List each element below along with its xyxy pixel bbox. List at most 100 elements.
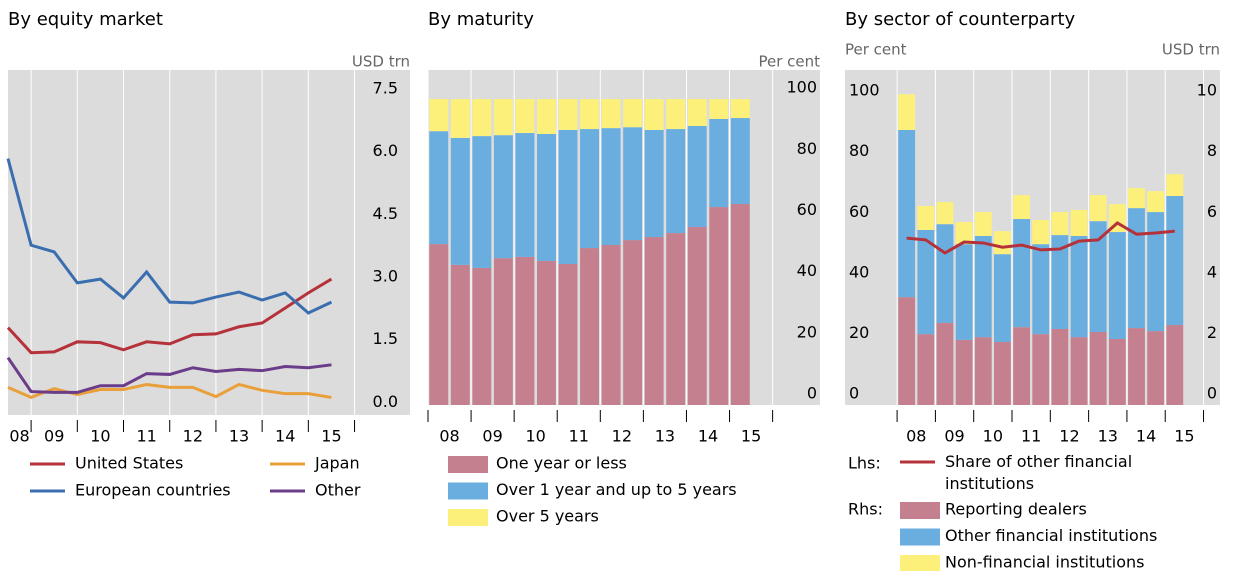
y-tick-label: 60 xyxy=(849,202,869,221)
data-line xyxy=(6,158,333,315)
legend-group-label: Lhs: xyxy=(848,454,881,473)
bar-segment xyxy=(974,337,992,405)
bar-segment xyxy=(1147,191,1165,213)
x-tick-label: 14 xyxy=(275,427,295,446)
bar-segment xyxy=(644,129,664,238)
bar-segment xyxy=(558,263,578,405)
legend-label: One year or less xyxy=(496,454,627,473)
bar-segment xyxy=(1013,219,1031,328)
y-tick-label: 0 xyxy=(849,384,859,403)
y2-tick-label: 4 xyxy=(1207,262,1217,281)
bar-segment xyxy=(1166,174,1184,197)
bar-segment xyxy=(955,244,973,340)
legend-swatch xyxy=(900,555,940,571)
x-tick-label: 09 xyxy=(44,427,64,446)
y-axis-unit: Per cent xyxy=(758,53,820,71)
legend-label: Over 1 year and up to 5 years xyxy=(496,480,737,499)
bar-segment xyxy=(709,99,729,119)
bar-segment xyxy=(730,118,750,204)
x-tick-label: 10 xyxy=(526,427,546,446)
bar-segment xyxy=(580,129,600,249)
x-tick-label: 12 xyxy=(1059,427,1079,446)
bar-segment xyxy=(1051,235,1069,329)
bar-segment xyxy=(472,136,492,268)
bar-segment xyxy=(493,135,513,259)
bar-segment xyxy=(1128,208,1145,329)
bar-segment xyxy=(450,137,470,265)
x-tick-label: 12 xyxy=(183,427,203,446)
bar-segment xyxy=(601,244,621,405)
y-tick-label: 7.5 xyxy=(373,78,398,97)
bar-segment xyxy=(472,267,492,405)
chart-title: By equity market xyxy=(8,9,163,30)
y-axis-unit: Per cent xyxy=(845,41,907,59)
bar-segment xyxy=(1128,188,1145,209)
bar-segment xyxy=(515,99,535,134)
bar-segment xyxy=(730,204,750,405)
bar-segment xyxy=(1051,328,1069,405)
plot-area xyxy=(8,70,410,415)
bar-segment xyxy=(1032,244,1050,335)
bar-segment xyxy=(687,99,707,126)
x-tick-label: 13 xyxy=(1098,427,1118,446)
data-line xyxy=(906,221,1175,255)
bar-segment xyxy=(623,127,643,241)
bar-segment xyxy=(1089,221,1107,333)
bar-segment xyxy=(644,237,664,405)
bar-segment xyxy=(1166,196,1184,326)
bar-segment xyxy=(429,99,449,132)
y-tick-label: 60 xyxy=(797,200,817,219)
legend-label: Share of other financial institutions xyxy=(945,452,1133,493)
x-tick-label: 10 xyxy=(90,427,110,446)
x-tick-label: 09 xyxy=(944,427,964,446)
bar-segment xyxy=(644,99,664,130)
x-tick-label: 08 xyxy=(906,427,926,446)
bar-segment xyxy=(709,118,729,208)
bar-segment xyxy=(450,264,470,405)
x-tick-label: 11 xyxy=(569,427,589,446)
bar-segment xyxy=(730,99,750,119)
y-tick-label: 6.0 xyxy=(373,141,398,160)
bar-segment xyxy=(994,341,1011,405)
legend-label: United States xyxy=(75,454,183,473)
bar-segment xyxy=(1070,235,1088,338)
bar-segment xyxy=(917,334,935,405)
legend-group-label: Rhs: xyxy=(848,500,883,519)
x-tick-label: 13 xyxy=(655,427,675,446)
bar-segment xyxy=(936,322,954,405)
bar-segment xyxy=(601,99,621,129)
bar-segment xyxy=(898,129,916,298)
bar-segment xyxy=(709,207,729,405)
bar-segment xyxy=(429,244,449,405)
bar-segment xyxy=(623,240,643,405)
bar-segment xyxy=(994,254,1011,342)
y-tick-label: 4.5 xyxy=(373,204,398,223)
bar-segment xyxy=(898,94,916,130)
bar-segment xyxy=(687,226,707,405)
bar-segment xyxy=(917,229,935,335)
y-tick-label: 20 xyxy=(797,322,817,341)
bar-segment xyxy=(1051,212,1069,236)
legend-label: Non-financial institutions xyxy=(945,553,1144,571)
x-tick-label: 11 xyxy=(136,427,156,446)
x-tick-label: 08 xyxy=(9,427,29,446)
legend-swatch xyxy=(900,528,940,546)
bar-segment xyxy=(515,256,535,405)
bar-segment xyxy=(1013,195,1031,220)
bar-segment xyxy=(515,133,535,257)
bar-segment xyxy=(1013,327,1031,405)
bar-segment xyxy=(601,128,621,245)
y2-tick-label: 6 xyxy=(1207,202,1217,221)
bar-segment xyxy=(1032,334,1050,405)
legend-label: Japan xyxy=(314,454,360,473)
x-tick-label: 12 xyxy=(612,427,632,446)
x-tick-label: 15 xyxy=(741,427,761,446)
y2-tick-label: 10 xyxy=(1197,81,1217,100)
bar-segment xyxy=(666,233,686,405)
y-tick-label: 20 xyxy=(849,323,869,342)
bar-segment xyxy=(974,235,992,338)
bar-segment xyxy=(1070,337,1088,405)
y-tick-label: 40 xyxy=(797,261,817,280)
data-line xyxy=(7,382,332,400)
